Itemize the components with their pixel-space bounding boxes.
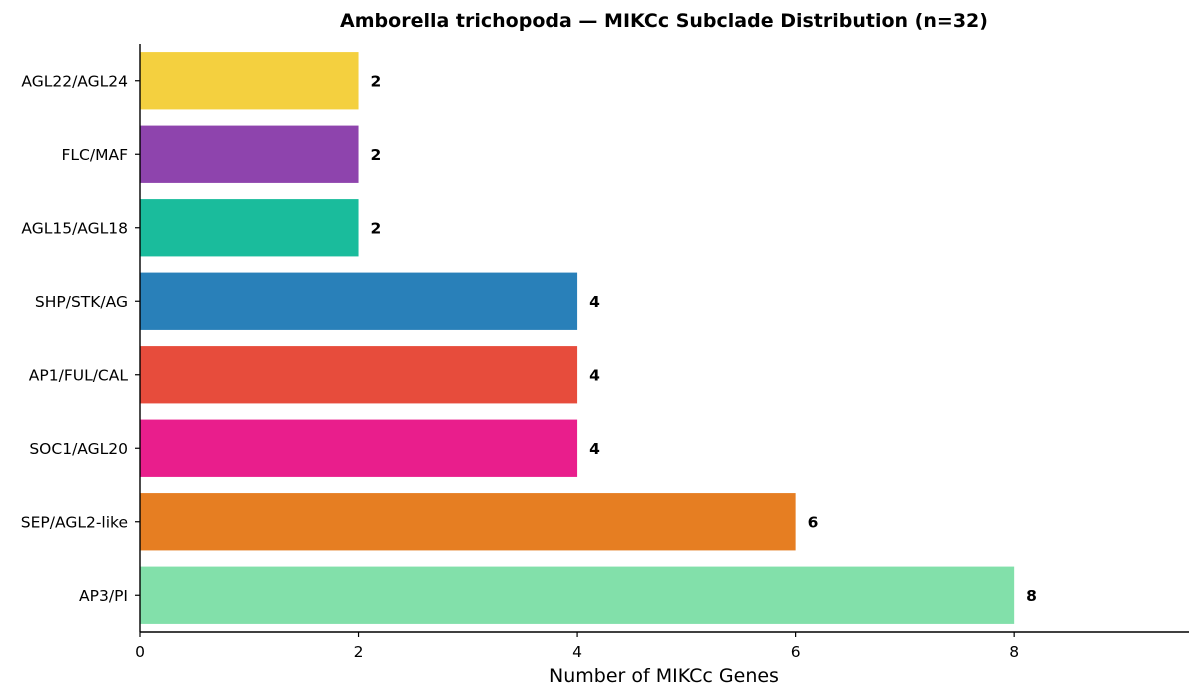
bar-ap1-ful-cal [140, 346, 578, 404]
y-tick-label-shp-stk-ag: SHP/STK/AG [35, 293, 128, 311]
data-label-shp-stk-ag: 4 [589, 293, 600, 311]
bar-agl22-agl24 [140, 52, 359, 110]
chart-title: Amborella trichopoda — MIKCc Subclade Di… [340, 10, 988, 32]
data-label-agl22-agl24: 2 [371, 72, 382, 90]
y-tick-label-agl15-agl18: AGL15/AGL18 [21, 219, 128, 237]
data-label-ap3-pi: 8 [1026, 587, 1037, 605]
data-label-soc1-agl20: 4 [589, 440, 600, 458]
y-tick-label-ap3-pi: AP3/PI [79, 587, 128, 605]
y-tick-label-agl22-agl24: AGL22/AGL24 [21, 72, 128, 90]
x-tick-label: 6 [791, 643, 801, 661]
data-label-ap1-ful-cal: 4 [589, 366, 600, 384]
x-tick-label: 8 [1009, 643, 1019, 661]
x-tick-label: 0 [135, 643, 145, 661]
y-tick-label-sep-agl2-like: SEP/AGL2-like [21, 513, 128, 531]
x-tick-label: 2 [354, 643, 364, 661]
y-tick-label-ap1-ful-cal: AP1/FUL/CAL [29, 366, 129, 384]
x-axis-ticks: 0 2 4 6 8 [135, 632, 1019, 661]
data-label-sep-agl2-like: 6 [808, 513, 819, 531]
data-label-agl15-agl18: 2 [371, 219, 382, 237]
data-labels-group: 8 6 4 4 4 2 2 2 [371, 72, 1037, 605]
bar-sep-agl2-like [140, 493, 796, 551]
y-axis-ticks: AP3/PI SEP/AGL2-like SOC1/AGL20 AP1/FUL/CAL… [21, 72, 140, 605]
bar-ap3-pi [140, 566, 1015, 624]
x-axis-label: Number of MIKCc Genes [549, 665, 779, 687]
y-tick-label-flc-maf: FLC/MAF [62, 146, 129, 164]
bar-shp-stk-ag [140, 272, 578, 330]
data-label-flc-maf: 2 [371, 146, 382, 164]
x-tick-label: 4 [572, 643, 582, 661]
bar-soc1-agl20 [140, 419, 578, 477]
bar-agl15-agl18 [140, 199, 359, 257]
bars-group [140, 52, 1015, 624]
bar-flc-maf [140, 125, 359, 183]
y-tick-label-soc1-agl20: SOC1/AGL20 [29, 440, 128, 458]
